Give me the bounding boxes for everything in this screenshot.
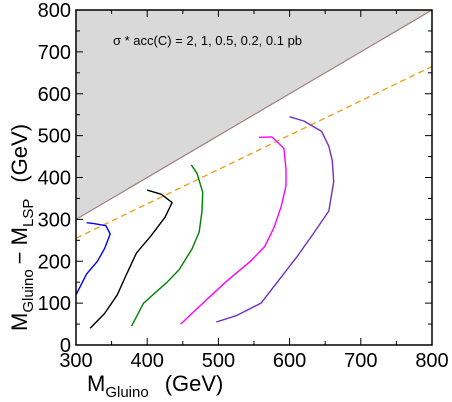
y-tick-label: 500 [38,126,71,148]
y-tick-label: 800 [38,0,71,22]
y-axis-title: MGluino − MLSP (GeV) [7,124,37,331]
x-tick-label: 800 [415,350,448,372]
y-axis-title-unit: (GeV) [7,124,32,183]
y-tick-label: 300 [38,209,71,231]
x-tick-label: 700 [344,350,377,372]
x-axis-title-main: M [87,371,105,396]
y-axis-title-sub2: LSP [20,199,37,227]
y-tick-label: 600 [38,84,71,106]
x-tick-label: 500 [202,350,235,372]
excluded-boundary-line [75,9,433,220]
series-group [75,116,335,329]
x-tick-label: 300 [59,350,92,372]
ticks-group: 300 400 500 600 700 800 0 100 200 300 400 500 600 700… [38,0,449,372]
y-tick-label: 700 [38,42,71,64]
x-axis-title-sub: Gluino [105,384,148,401]
svg-text:MGluino− MLSP(GeV): MGluino − MLSP (GeV) [7,124,37,331]
x-tick-label: 400 [131,350,164,372]
y-axis-title-main1: M [7,313,32,331]
x-tick-label: 600 [273,350,306,372]
plot-area: 300 400 500 600 700 800 0 100 200 300 400 500 600 700… [38,0,449,372]
x-axis-title-unit: (GeV) [165,371,224,396]
series-line-4 [180,136,287,325]
series-line-3 [130,164,204,327]
y-axis-title-sub1: Gluino [20,269,37,312]
series-line-1 [75,222,111,296]
y-tick-label: 400 [38,168,71,190]
annotation-text: σ * acc(C) = 2, 1, 0.5, 0.2, 0.1 pb [113,33,302,48]
series-line-2 [89,189,173,329]
y-tick-label: 100 [38,293,71,315]
x-axis-title: MGluino (GeV) [87,371,223,401]
y-tick-label: 200 [38,251,71,273]
reference-dashed-line [75,65,433,239]
svg-text:MGluino(GeV): MGluino (GeV) [87,371,223,401]
series-line-5 [216,116,335,323]
y-axis-title-mid: − M [7,227,32,264]
y-tick-label: 0 [60,335,71,357]
